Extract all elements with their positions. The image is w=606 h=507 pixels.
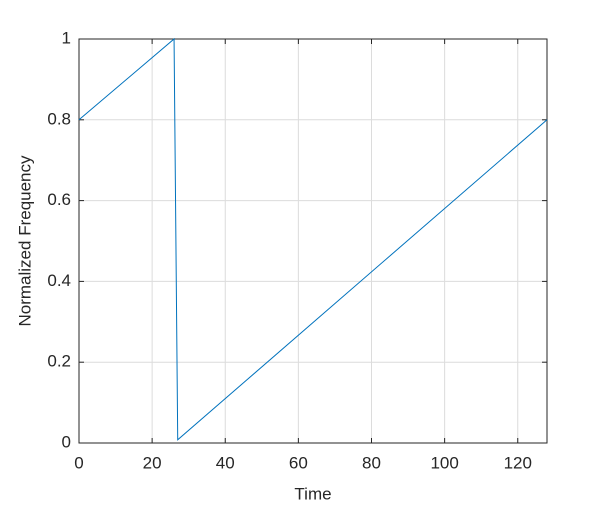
y-tick-label: 0.6 xyxy=(47,190,71,209)
x-axis-label: Time xyxy=(294,484,331,503)
x-tick-label: 120 xyxy=(504,453,532,472)
line-series xyxy=(78,37,548,441)
y-tick-label: 0 xyxy=(62,432,71,451)
y-tick-label: 0.2 xyxy=(47,352,71,371)
x-tick-label: 100 xyxy=(430,453,458,472)
y-tick-label: 0.4 xyxy=(47,271,71,290)
x-tick-label: 80 xyxy=(362,453,381,472)
x-tick-label: 0 xyxy=(74,453,83,472)
y-tick-label: 0.8 xyxy=(47,109,71,128)
x-tick-label: 40 xyxy=(216,453,235,472)
x-tick-label: 60 xyxy=(289,453,308,472)
x-tick-label: 20 xyxy=(143,453,162,472)
plot-frame xyxy=(78,38,548,444)
y-axis-label: Normalized Frequency xyxy=(15,155,34,327)
y-tick-label: 1 xyxy=(62,28,71,47)
